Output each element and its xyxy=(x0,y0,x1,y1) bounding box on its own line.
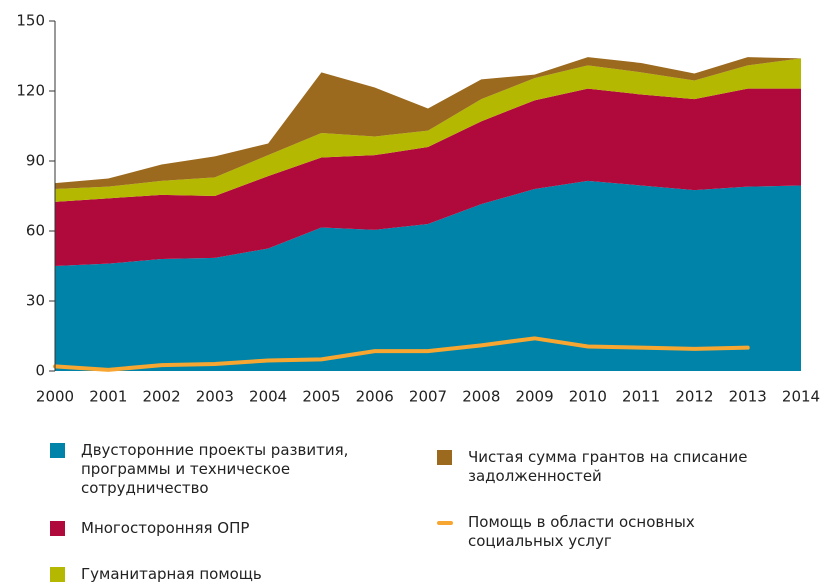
legend-swatch xyxy=(50,521,65,536)
legend-label: Помощь в области основных социальных усл… xyxy=(468,513,695,550)
y-tick-label: 120 xyxy=(16,82,45,100)
legend-swatch xyxy=(50,443,65,458)
y-tick-label: 60 xyxy=(26,222,45,240)
x-tick-label: 2011 xyxy=(622,388,660,406)
x-tick-label: 2013 xyxy=(729,388,767,406)
line xyxy=(53,336,750,372)
x-tick-label: 2001 xyxy=(89,388,127,406)
area xyxy=(55,58,801,202)
legend-label: Многосторонняя ОПР xyxy=(81,519,250,537)
legend-label: Двусторонние проекты развития, программы… xyxy=(81,441,349,497)
legend-swatch xyxy=(50,567,65,582)
x-tick-label: 2007 xyxy=(409,388,447,406)
x-tick-label: 2008 xyxy=(462,388,500,406)
x-tick-label: 2002 xyxy=(142,388,180,406)
y-tick-label: 30 xyxy=(26,292,45,310)
x-tick-label: 2003 xyxy=(196,388,234,406)
area xyxy=(55,88,801,267)
chart: 0 30 60 90 120 150 2000 2001 2002 2003 2004 2005 200… xyxy=(16,12,820,406)
legend-label: Гуманитарная помощь xyxy=(81,565,262,583)
x-tick-label: 2009 xyxy=(515,388,553,406)
x-tick-label: 2012 xyxy=(675,388,713,406)
y-tick-label: 150 xyxy=(16,12,45,30)
x-tick-label: 2004 xyxy=(249,388,287,406)
area xyxy=(55,57,801,189)
x-tick-label: 2000 xyxy=(36,388,74,406)
x-tick-label: 2005 xyxy=(302,388,340,406)
x-tick-label: 2014 xyxy=(782,388,820,406)
x-tick-label: 2010 xyxy=(569,388,607,406)
y-tick-label: 90 xyxy=(26,152,45,170)
legend-swatch xyxy=(437,521,453,525)
area xyxy=(55,180,801,371)
x-tick-label: 2006 xyxy=(356,388,394,406)
legend-label: Чистая сумма грантов на списание задолже… xyxy=(468,448,748,485)
y-tick-label: 0 xyxy=(35,362,45,380)
legend-swatch xyxy=(437,450,452,465)
